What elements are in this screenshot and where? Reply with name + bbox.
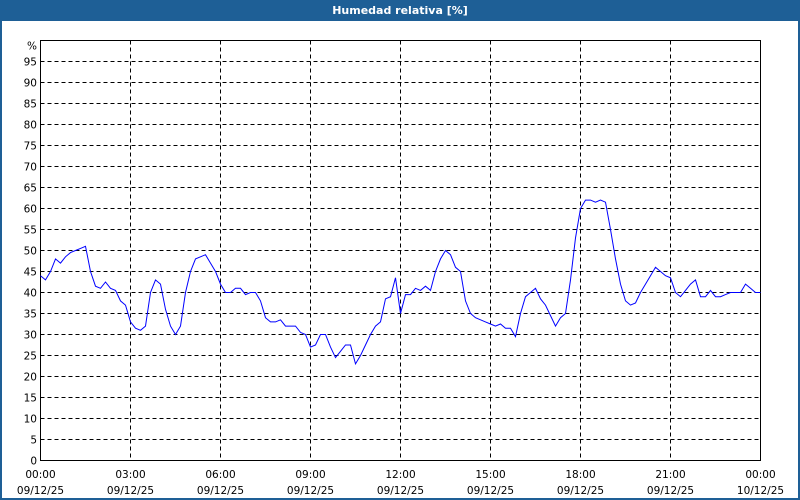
plot-area xyxy=(40,40,761,461)
x-tick-date-label: 09/12/25 xyxy=(557,485,604,497)
y-tick-label: 80 xyxy=(24,120,37,132)
y-tick-label: 30 xyxy=(24,330,37,342)
x-tick-time-label: 21:00 xyxy=(655,469,685,481)
x-tick-date-label: 09/12/25 xyxy=(377,485,424,497)
y-tick-label: 35 xyxy=(24,309,37,321)
y-tick-label: 90 xyxy=(24,78,37,90)
x-tick-time-label: 12:00 xyxy=(385,469,415,481)
x-tick-time-label: 18:00 xyxy=(565,469,595,481)
x-tick-date-label: 10/12/25 xyxy=(737,485,784,497)
x-tick-time-label: 06:00 xyxy=(205,469,235,481)
y-tick-label: 25 xyxy=(24,351,37,363)
y-tick-label: 15 xyxy=(24,393,37,405)
y-tick-label: 0 xyxy=(30,456,37,468)
y-axis-unit-label: % xyxy=(27,41,37,53)
x-tick-date-label: 09/12/25 xyxy=(467,485,514,497)
x-tick-date-label: 09/12/25 xyxy=(17,485,64,497)
y-tick-label: 95 xyxy=(24,57,37,69)
x-tick-date-label: 09/12/25 xyxy=(647,485,694,497)
y-tick-label: 40 xyxy=(24,288,37,300)
y-tick-label: 60 xyxy=(24,204,37,216)
x-tick-time-label: 00:00 xyxy=(745,469,775,481)
x-tick-date-label: 09/12/25 xyxy=(287,485,334,497)
x-tick-time-label: 03:00 xyxy=(115,469,145,481)
y-tick-label: 20 xyxy=(24,372,37,384)
y-tick-label: 45 xyxy=(24,267,37,279)
y-tick-label: 50 xyxy=(24,246,37,258)
x-tick-time-label: 00:00 xyxy=(25,469,55,481)
x-tick-date-label: 09/12/25 xyxy=(107,485,154,497)
y-tick-label: 70 xyxy=(24,162,37,174)
y-tick-label: 75 xyxy=(24,141,37,153)
y-tick-label: 65 xyxy=(24,183,37,195)
y-tick-label: 55 xyxy=(24,225,37,237)
x-tick-date-label: 09/12/25 xyxy=(197,485,244,497)
humidity-series-line xyxy=(40,199,761,366)
y-tick-label: 10 xyxy=(24,414,37,426)
y-tick-label: 85 xyxy=(24,99,37,111)
x-tick-time-label: 09:00 xyxy=(295,469,325,481)
y-tick-label: 5 xyxy=(30,435,37,447)
chart-title: Humedad relativa [%] xyxy=(0,0,800,21)
x-tick-time-label: 15:00 xyxy=(475,469,505,481)
